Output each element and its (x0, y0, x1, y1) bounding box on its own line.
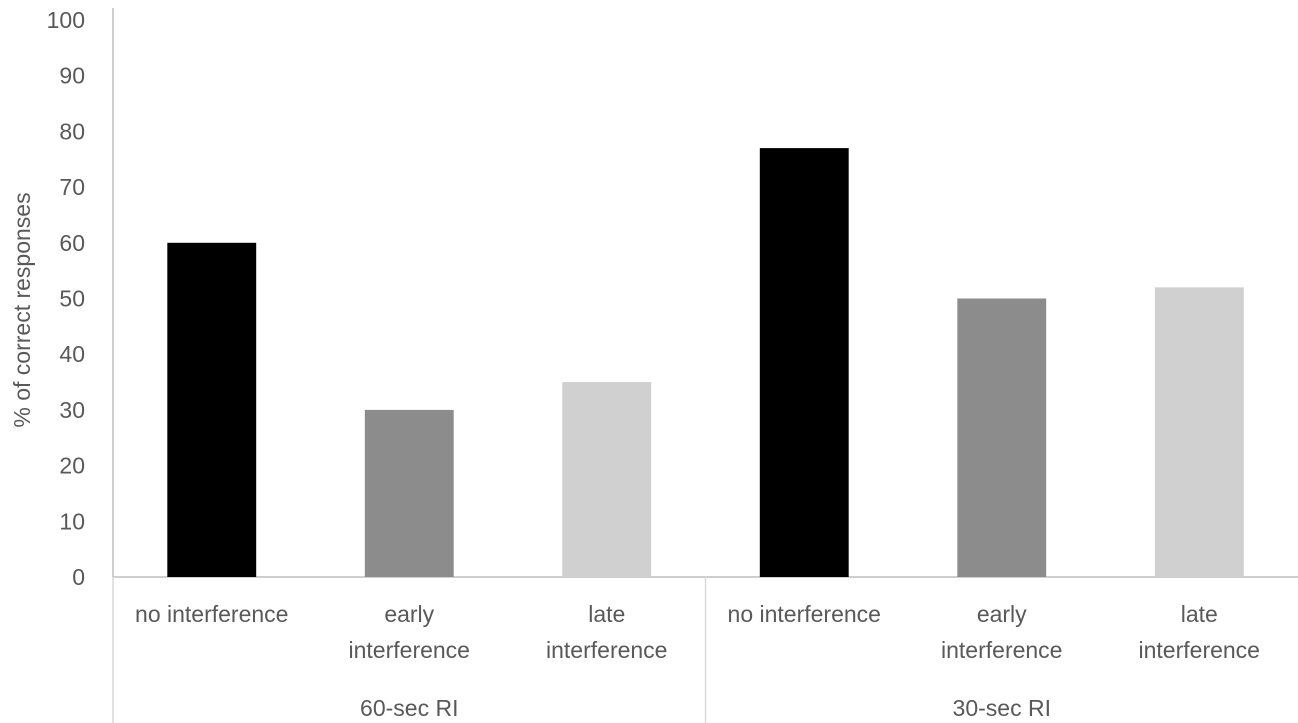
bars (167, 148, 1244, 578)
y-tick-label: 70 (59, 174, 85, 200)
group-labels: 60-sec RI 30-sec RI (112, 577, 1051, 723)
y-tick-label: 0 (72, 564, 85, 590)
y-tick-labels: 0 10 20 30 40 50 60 70 80 90 100 (47, 7, 85, 590)
y-tick-label: 60 (59, 230, 85, 256)
category-label: early interference (349, 601, 470, 663)
group-label: 30-sec RI (953, 695, 1051, 721)
y-tick-label: 30 (59, 397, 85, 423)
category-label: late interference (1139, 601, 1260, 663)
category-label: late interference (546, 601, 667, 663)
bar (759, 148, 849, 578)
group-label: 60-sec RI (360, 695, 458, 721)
y-tick-label: 20 (59, 453, 85, 479)
y-tick-label: 50 (59, 286, 85, 312)
bar (364, 409, 454, 577)
y-axis-label: % of correct responses (9, 192, 35, 427)
y-tick-label: 10 (59, 508, 85, 534)
category-label: no interference (728, 601, 881, 627)
bar (167, 242, 257, 578)
category-label: early interference (941, 601, 1062, 663)
bar (957, 298, 1047, 577)
y-tick-label: 100 (47, 7, 85, 33)
bar (562, 382, 652, 577)
category-labels: no interference early interference late inte… (135, 601, 1260, 663)
category-label: no interference (135, 601, 288, 627)
bar (1154, 287, 1244, 577)
y-tick-label: 80 (59, 118, 85, 144)
y-tick-label: 90 (59, 63, 85, 89)
y-tick-label: 40 (59, 341, 85, 367)
